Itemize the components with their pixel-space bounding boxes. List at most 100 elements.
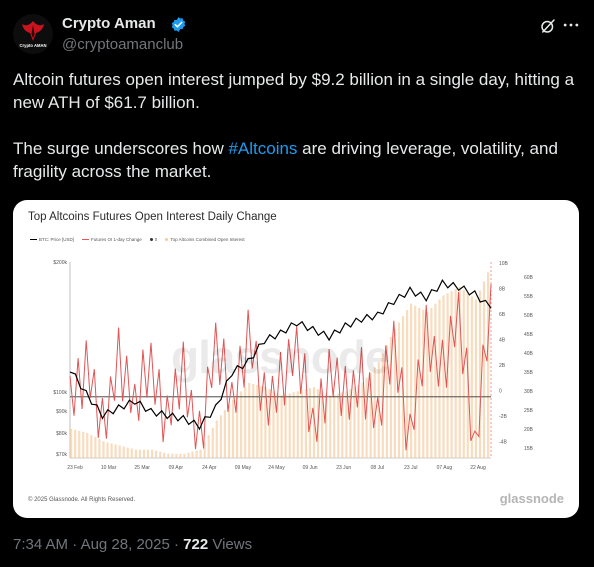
combined-oi-bar — [353, 387, 356, 458]
x-tick-label: 09 May — [235, 465, 252, 471]
combined-oi-bar — [231, 399, 235, 458]
btc-price-line — [69, 279, 492, 431]
combined-oi-bar — [487, 272, 490, 458]
combined-oi-bar — [142, 449, 146, 458]
y-right2-tick-label: 55B — [524, 294, 534, 300]
combined-oi-bar — [337, 393, 340, 458]
x-tick-label: 08 Jul — [371, 465, 384, 471]
combined-oi-bar — [110, 443, 113, 458]
combined-oi-bar — [300, 390, 303, 458]
combined-oi-bar — [434, 303, 437, 458]
x-tick-label: 25 Mar — [134, 465, 150, 471]
combined-oi-bar — [478, 290, 482, 458]
combined-oi-bar — [203, 442, 206, 458]
author-name[interactable]: Crypto Aman — [62, 15, 156, 32]
x-tick-label: 10 Mar — [101, 465, 117, 471]
y-right2-tick-label: 60B — [524, 275, 534, 281]
combined-oi-bar — [357, 385, 360, 458]
combined-oi-bar — [430, 307, 433, 458]
grok-icon[interactable] — [539, 17, 557, 35]
tweet-media-chart[interactable]: 23 Feb 10 Mar 25 Mar 09 Apr 24 Apr 09 May 24 M… — [13, 200, 579, 518]
meta-separator: · — [68, 536, 81, 553]
hashtag-link[interactable]: #Altcoins — [228, 139, 298, 158]
combined-oi-bar — [191, 451, 194, 458]
legend-futures-change: Futures OI 1-day Change — [82, 237, 142, 242]
combined-oi-bar — [256, 385, 259, 458]
combined-oi-bar — [349, 389, 352, 458]
combined-oi-bar — [248, 382, 251, 458]
combined-oi-bar — [252, 384, 255, 458]
more-options-icon[interactable] — [561, 15, 581, 35]
y-left-tick-label: $80k — [56, 431, 67, 437]
combined-oi-bar — [155, 450, 158, 458]
y-right2-tick-label: 30B — [524, 389, 534, 395]
tweet-text-after-hashtag: are driving leverage, volatility, and fr… — [13, 139, 558, 181]
combined-oi-bar — [280, 395, 283, 458]
tweet-date[interactable]: Aug 28, 2025 — [80, 536, 170, 553]
combined-oi-bar — [397, 322, 401, 458]
y-right1-tick-label: 2B — [499, 363, 506, 369]
combined-oi-bar — [82, 431, 85, 458]
y-right1-tick-label: -2B — [499, 414, 507, 420]
author-handle[interactable]: @cryptoamanclub — [62, 36, 184, 53]
combined-oi-bar — [458, 287, 461, 458]
combined-oi-bar — [418, 307, 421, 458]
combined-oi-bar — [146, 449, 150, 458]
combined-oi-bar — [167, 453, 170, 458]
combined-oi-bar — [284, 394, 287, 458]
views-label: Views — [208, 536, 253, 553]
glassnode-brand: glassnode — [499, 491, 564, 506]
x-tick-label: 22 Aug — [470, 465, 486, 471]
combined-oi-bar — [422, 310, 425, 458]
combined-oi-bar — [325, 393, 328, 458]
combined-oi-bar — [215, 420, 218, 458]
chart-title: Top Altcoins Futures Open Interest Daily… — [28, 211, 277, 223]
combined-oi-bar — [159, 451, 162, 458]
meta-separator: · — [169, 536, 184, 553]
avatar[interactable]: Crypto AMAN — [13, 14, 53, 54]
y-right2-tick-label: 45B — [524, 332, 534, 338]
x-tick-label: 23 Jun — [336, 465, 351, 471]
combined-oi-bar — [292, 392, 295, 458]
combined-oi-bar — [442, 295, 445, 458]
combined-oi-bar — [126, 447, 129, 458]
y-right1-tick-label: -4B — [499, 440, 507, 446]
futures-change-line — [69, 284, 492, 451]
x-tick-label: 23 Feb — [67, 465, 83, 471]
combined-oi-bar — [199, 449, 202, 458]
combined-oi-bar — [288, 393, 291, 458]
combined-oi-bar — [333, 394, 336, 458]
combined-oi-bar — [130, 448, 133, 458]
combined-oi-bar — [312, 387, 316, 458]
combined-oi-bar — [410, 303, 413, 458]
combined-oi-bar — [276, 393, 279, 458]
combined-oi-bar — [138, 449, 141, 458]
y-right2-tick-label: 15B — [524, 446, 534, 452]
x-tick-label: 09 Apr — [169, 465, 184, 471]
y-right1-tick-label: 0 — [499, 389, 502, 395]
x-tick-label: 24 May — [268, 465, 285, 471]
y-right2-tick-label: 40B — [524, 351, 534, 357]
chart-legend: BTC: Price [USD] Futures OI 1-day Change… — [30, 235, 245, 243]
y-right1-tick-label: 6B — [499, 312, 506, 318]
combined-oi-bar — [373, 367, 376, 458]
combined-oi-bar — [227, 404, 231, 458]
tweet-paragraph-1: Altcoin futures open interest jumped by … — [13, 70, 575, 112]
tweet-text: Altcoin futures open interest jumped by … — [13, 68, 581, 183]
tweet-header: Crypto AMAN Crypto Aman @cryptoamanclub — [13, 12, 581, 56]
combined-oi-bar — [78, 430, 81, 458]
combined-oi-bar — [195, 450, 198, 458]
tweet-time[interactable]: 7:34 AM — [13, 536, 69, 553]
legend-combined-oi: Top Altcoins Combined Open Interest — [165, 237, 245, 242]
combined-oi-bar — [260, 386, 263, 458]
combined-oi-bar — [474, 299, 477, 458]
combined-oi-bar — [94, 437, 97, 458]
combined-oi-bar — [102, 441, 105, 458]
y-left-tick-label: $200k — [53, 260, 67, 266]
combined-oi-bar — [369, 372, 372, 458]
combined-oi-bar — [163, 452, 166, 458]
legend-btc: BTC: Price [USD] — [30, 237, 74, 242]
combined-oi-bar — [74, 429, 77, 458]
y-right2-tick-label: 50B — [524, 313, 534, 319]
combined-oi-bar — [207, 435, 210, 458]
